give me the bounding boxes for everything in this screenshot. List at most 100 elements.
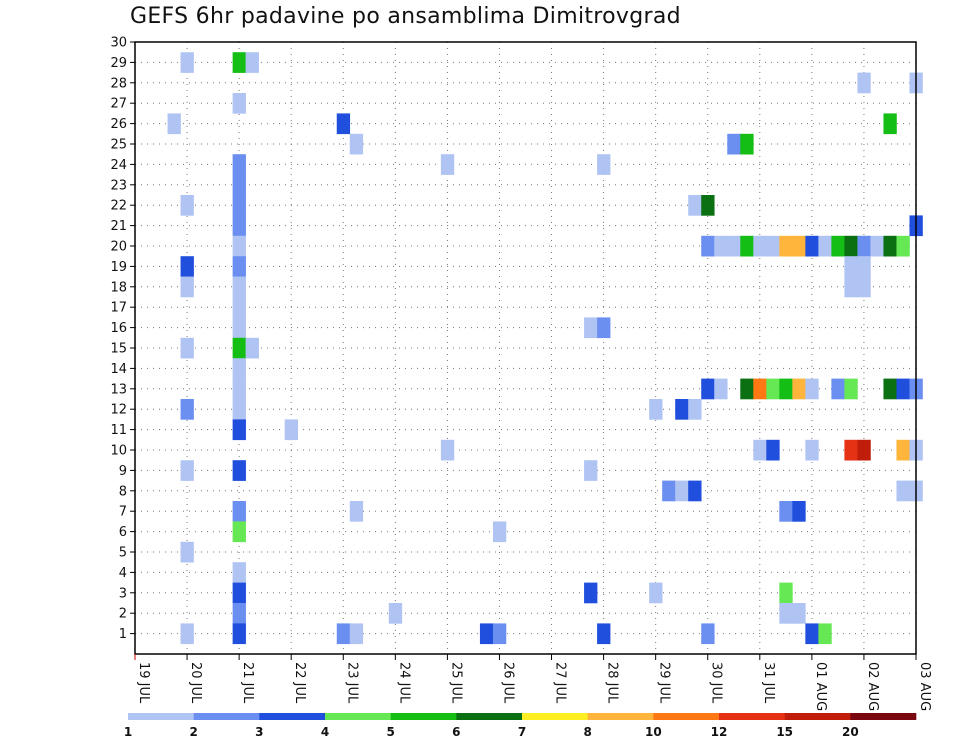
legend-level-label: 6 (452, 725, 460, 739)
legend-level-label: 5 (386, 725, 394, 739)
y-tick-label: 3 (119, 586, 127, 601)
heatmap-cell (766, 378, 780, 400)
heatmap-cell (232, 174, 246, 196)
legend-level-label: 1 (124, 725, 132, 739)
heatmap-cell (349, 133, 364, 155)
heatmap-cell (753, 439, 767, 461)
heatmap-cell (766, 439, 780, 461)
heatmap-cell (740, 378, 754, 400)
x-tick-label: 30 JUL (709, 662, 724, 704)
heatmap-cell (492, 623, 507, 645)
legend-swatch (193, 713, 260, 720)
legend-swatch (850, 713, 917, 720)
y-tick-label: 15 (110, 342, 127, 357)
heatmap-cell (701, 378, 715, 400)
x-tick-label: 19 JUL (136, 662, 151, 704)
heatmap-cell (232, 399, 246, 420)
y-tick-label: 28 (110, 76, 127, 91)
y-tick-label: 12 (110, 403, 127, 418)
heatmap-cell (232, 623, 246, 645)
heatmap-cell (232, 337, 246, 359)
heatmap-cell (896, 235, 910, 257)
x-tick-label: 27 JUL (553, 662, 568, 704)
x-tick-label: 28 JUL (605, 662, 620, 704)
heatmap-cell (232, 582, 246, 604)
heatmap-cell (180, 256, 194, 277)
heatmap-cell (336, 623, 351, 645)
heatmap-cell (844, 276, 858, 298)
heatmap-cell (232, 460, 246, 481)
heatmap-cell (649, 399, 663, 420)
legend-level-label: 7 (518, 725, 526, 739)
heatmap-cell (857, 276, 871, 298)
x-tick-label: 23 JUL (344, 662, 359, 704)
heatmap-cell (857, 235, 871, 257)
y-tick-label: 17 (110, 301, 127, 316)
y-tick-label: 26 (110, 117, 127, 132)
heatmap-cell (479, 623, 494, 645)
y-tick-label: 29 (110, 56, 127, 71)
heatmap-cell (896, 480, 910, 502)
y-tick-label: 8 (119, 484, 127, 499)
heatmap-cell (766, 235, 780, 257)
heatmap-cell (779, 501, 793, 522)
heatmap-cell (727, 235, 741, 257)
heatmap-cell (701, 623, 715, 645)
x-tick-label: 29 JUL (657, 662, 672, 704)
heatmap-cell (232, 52, 246, 73)
heatmap-cell (584, 317, 598, 339)
heatmap-cell (792, 603, 806, 624)
color-legend: 1 2 3 4 5 6 7 8 10 12 15 20 (124, 713, 917, 739)
heatmap-cell (597, 623, 611, 645)
heatmap-cell (232, 501, 246, 522)
heatmap-cell (232, 358, 246, 379)
heatmap-cell (883, 235, 897, 257)
heatmap-cell (688, 195, 702, 216)
heatmap-cell (180, 541, 194, 563)
heatmap-cell (232, 562, 246, 583)
heatmap-cell (232, 317, 246, 339)
legend-level-label: 3 (255, 725, 263, 739)
y-tick-label: 18 (110, 280, 127, 295)
heatmap-cell (584, 460, 598, 481)
x-tick-label: 31 JUL (761, 662, 776, 704)
legend-swatch (390, 713, 457, 720)
heatmap-cell (792, 378, 806, 400)
y-tick-label: 5 (119, 546, 127, 561)
heatmap-cell (662, 480, 676, 502)
heatmap-cell (792, 501, 806, 522)
x-tick-label: 22 JUL (292, 662, 307, 704)
heatmap-cell (232, 195, 246, 216)
legend-swatch (719, 713, 785, 720)
heatmap-cell (844, 235, 858, 257)
y-tick-label: 30 (110, 36, 127, 51)
heatmap-cell (818, 235, 832, 257)
y-tick-label: 24 (110, 158, 127, 173)
y-tick-label: 25 (110, 138, 127, 153)
heatmap-cell (180, 399, 194, 420)
legend-swatch (456, 713, 523, 720)
heatmap-cell (883, 113, 897, 135)
y-tick-label: 11 (110, 423, 127, 438)
heatmap-cell (740, 235, 754, 257)
heatmap-cell (232, 603, 246, 624)
legend-level-label: 10 (645, 725, 662, 739)
y-tick-label: 14 (110, 362, 127, 377)
heatmap-cell (232, 154, 246, 175)
heatmap-cell (284, 419, 299, 441)
legend-swatch (325, 713, 391, 720)
heatmap-cell (844, 439, 858, 461)
heatmap-cell (753, 378, 767, 400)
heatmap-cell (492, 521, 507, 543)
heatmap-cell (649, 582, 663, 604)
x-tick-label: 24 JUL (396, 662, 411, 704)
heatmap-cell (440, 439, 455, 461)
data-cells (167, 52, 923, 645)
heatmap-cell (688, 480, 702, 502)
heatmap-cell (857, 439, 871, 461)
legend-level-label: 12 (711, 725, 728, 739)
x-tick-label: 21 JUL (240, 662, 255, 704)
heatmap-cell (805, 623, 819, 645)
y-tick-label: 20 (110, 240, 127, 255)
legend-level-label: 15 (776, 725, 793, 739)
